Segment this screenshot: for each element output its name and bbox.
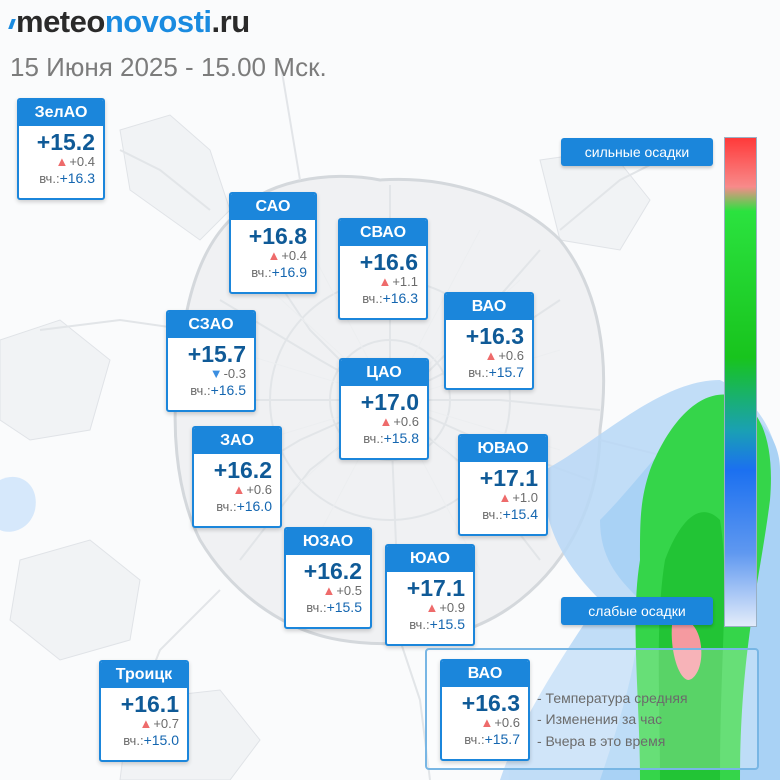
hourly-change: +0.7 [153,716,179,731]
district-card-yuao[interactable]: ЮАО +17.1 ▲+0.9 вч.:+15.5 [385,544,475,646]
district-card-sao[interactable]: САО +16.8 ▲+0.4 вч.:+16.9 [229,192,317,294]
temperature-value: +17.1 [406,575,465,601]
yesterday-value: +16.3 [382,290,418,306]
legend-sample-change: +0.6 [494,715,520,730]
yesterday-value: +15.0 [143,732,179,748]
yesterday-value: +15.8 [383,430,419,446]
hourly-change: +0.4 [281,248,307,263]
logo-text-novosti: novosti [104,4,212,39]
yesterday-value: +15.5 [429,616,465,632]
temperature-value: +16.2 [303,558,362,584]
yesterday-label: вч.: [306,600,327,615]
logo-text-domain: .ru [211,4,251,39]
hourly-change: +0.4 [69,154,95,169]
legend-line-yesterday: - Вчера в это время [537,733,666,749]
district-card-troick[interactable]: Троицк +16.1 ▲+0.7 вч.:+15.0 [99,660,189,762]
yesterday-label: вч.: [363,431,384,446]
trend-up-icon: ▲ [498,490,512,505]
district-card-zelao[interactable]: ЗелАО +15.2 ▲+0.4 вч.:+16.3 [17,98,105,200]
yesterday-label: вч.: [216,499,237,514]
yesterday-label: вч.: [464,732,485,747]
precipitation-color-scale [724,137,757,627]
yesterday-label: вч.: [362,291,383,306]
trend-up-icon: ▲ [379,414,393,429]
temperature-value: +16.1 [120,691,179,717]
yesterday-label: вч.: [190,383,211,398]
trend-up-icon: ▲ [480,715,494,730]
weak-precip-label: слабые осадки [561,597,713,625]
logo-mark-icon [8,18,16,29]
hourly-change: -0.3 [223,366,246,381]
district-card-cao[interactable]: ЦАО +17.0 ▲+0.6 вч.:+15.8 [339,358,429,460]
legend-sample-temperature: +16.3 [461,690,520,716]
trend-down-icon: ▼ [209,366,223,381]
yesterday-value: +15.5 [326,599,362,615]
temperature-value: +16.6 [359,249,418,275]
yesterday-label: вч.: [409,617,430,632]
legend-line-change: - Изменения за час [537,711,663,727]
site-logo[interactable]: meteonovosti.ru [8,4,251,40]
logo-text-meteo: meteo [16,4,105,39]
district-name: ЮВАО [460,436,546,462]
yesterday-value: +15.4 [502,506,538,522]
trend-up-icon: ▲ [425,600,439,615]
temperature-value: +15.7 [187,341,246,367]
yesterday-label: вч.: [123,733,144,748]
strong-precip-label: сильные осадки [561,138,713,166]
temperature-value: +16.8 [248,223,307,249]
district-card-svao[interactable]: СВАО +16.6 ▲+1.1 вч.:+16.3 [338,218,428,320]
trend-up-icon: ▲ [378,274,392,289]
yesterday-value: +16.9 [271,264,307,280]
forecast-datetime: 15 Июня 2025 - 15.00 Мск. [10,52,327,82]
district-name: САО [231,194,315,220]
trend-up-icon: ▲ [55,154,69,169]
district-card-vao[interactable]: ВАО +16.3 ▲+0.6 вч.:+15.7 [444,292,534,390]
trend-up-icon: ▲ [232,482,246,497]
trend-up-icon: ▲ [322,583,336,598]
district-name: Троицк [101,662,187,688]
temperature-value: +17.1 [479,465,538,491]
district-card-szao[interactable]: СЗАО +15.7 ▼-0.3 вч.:+16.5 [166,310,256,412]
legend-line-temperature: - Температура средняя [537,690,688,706]
yesterday-label: вч.: [468,365,489,380]
yesterday-value: +15.7 [488,364,524,380]
district-name: СВАО [340,220,426,246]
hourly-change: +0.6 [246,482,272,497]
district-name: ЗелАО [19,100,103,126]
district-name: ВАО [446,294,532,320]
trend-up-icon: ▲ [484,348,498,363]
yesterday-value: +16.3 [59,170,95,186]
hourly-change: +1.1 [392,274,418,289]
hourly-change: +0.5 [336,583,362,598]
trend-up-icon: ▲ [267,248,281,263]
legend-sample-card: ВАО +16.3 ▲+0.6 вч.:+15.7 [440,659,530,761]
district-name: ЮЗАО [286,529,370,555]
hourly-change: +0.6 [393,414,419,429]
district-name: ЦАО [341,360,427,386]
legend-sample-name: ВАО [442,661,528,687]
temperature-value: +17.0 [360,389,419,415]
hourly-change: +1.0 [512,490,538,505]
legend-sample-yesterday: +15.7 [484,731,520,747]
district-name: ЗАО [194,428,280,454]
yesterday-label: вч.: [251,265,272,280]
yesterday-value: +16.0 [236,498,272,514]
yesterday-value: +16.5 [210,382,246,398]
hourly-change: +0.9 [439,600,465,615]
district-card-yuzao[interactable]: ЮЗАО +16.2 ▲+0.5 вч.:+15.5 [284,527,372,629]
temperature-value: +15.2 [36,129,95,155]
district-card-zao[interactable]: ЗАО +16.2 ▲+0.6 вч.:+16.0 [192,426,282,528]
district-name: СЗАО [168,312,254,338]
temperature-value: +16.2 [213,457,272,483]
temperature-value: +16.3 [465,323,524,349]
district-name: ЮАО [387,546,473,572]
yesterday-label: вч.: [39,171,60,186]
trend-up-icon: ▲ [139,716,153,731]
hourly-change: +0.6 [498,348,524,363]
district-card-yuvao[interactable]: ЮВАО +17.1 ▲+1.0 вч.:+15.4 [458,434,548,536]
yesterday-label: вч.: [482,507,503,522]
